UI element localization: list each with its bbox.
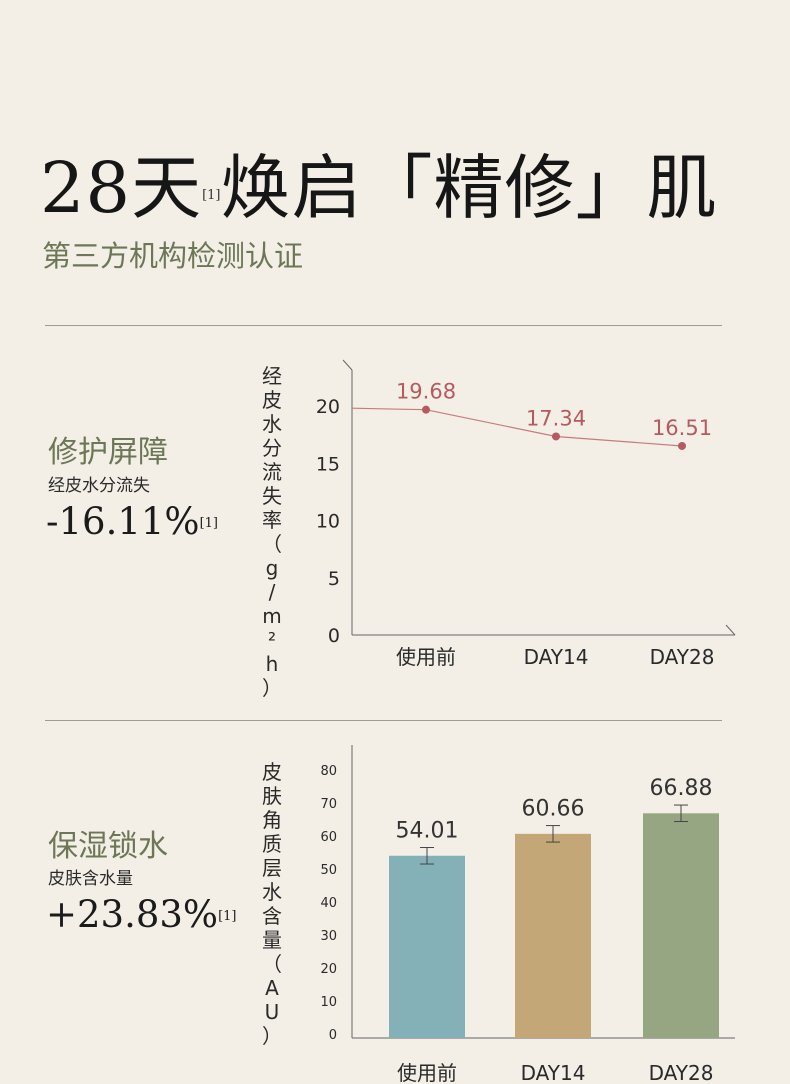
chart2-y-axis-label: 皮肤角质层水含量（A U） [259,760,285,1048]
chart2-error-bar [546,825,560,843]
chart1-data-point [552,432,560,441]
section1-value: -16.11%[1] [46,500,218,544]
axis-label-char: 肤 [262,784,282,808]
chart2-y-tick-label: 10 [320,995,337,1010]
section1-title: 修护屏障 [48,435,168,470]
title-part-1: 28天 [40,147,203,229]
axis-label-char: A [265,976,279,1000]
chart2-y-tick-label: 60 [320,830,337,845]
axis-label-char: ） [262,1024,282,1048]
axis-label-char: ² [267,628,277,652]
chart1-data-label: 17.34 [526,406,586,430]
page-subtitle: 第三方机构检测认证 [42,239,304,273]
chart1-y-tick-label: 20 [316,396,340,418]
title-footnote: [1] [202,188,221,203]
chart1-data-label: 16.51 [652,416,712,440]
axis-label-char: 水 [262,880,282,904]
axis-label-char: / [268,580,276,604]
axis-label-char: 皮 [262,388,282,412]
chart1-x-tick-label: DAY14 [524,645,589,669]
chart1-series-line [351,407,683,447]
axis-label-char: 失 [262,484,282,508]
chart1-y-axis-label: 经皮水分流失率（g / m ² h） [259,364,285,700]
title-part-2: 焕启「精修」肌 [220,147,718,229]
section1-value-number: -16.11% [46,500,200,543]
page-title: 28天[1]焕启「精修」肌 [40,146,718,230]
chart2-y-tick-label: 40 [320,896,337,911]
chart2-x-tick-label: 使用前 [397,1061,457,1084]
section2-value-number: +23.83% [46,893,219,936]
axis-label-char: 层 [262,856,282,880]
axis-label-char: 含 [262,904,282,928]
chart2-y-tick-label: 20 [320,962,337,977]
section2-value: +23.83%[1] [46,893,237,937]
chart2-error-bar [674,804,688,823]
divider-middle [45,720,722,721]
axis-label-char: g [265,556,279,580]
axis-label-char: 质 [262,832,282,856]
axis-label-char: 分 [262,436,282,460]
chart2-x-tick-label: DAY14 [521,1061,586,1084]
chart2-bar [515,833,591,1038]
divider-top [45,325,722,326]
chart1-data-point [422,405,430,414]
axis-label-char: 量 [262,928,282,952]
axis-label-char: 水 [262,412,282,436]
chart1-data-point [678,441,686,450]
chart1-y-tick-label: 0 [328,625,340,647]
chart1-x-axis-arrow [725,624,736,636]
chart1-x-tick-label: DAY28 [650,645,715,669]
axis-label-char: ） [262,676,282,700]
section1-metric: 经皮水分流失 [48,476,150,496]
chart1-y-axis-arrow [342,359,353,371]
axis-label-char: 角 [262,808,282,832]
axis-label-char: m [262,604,282,628]
axis-label-char: 率 [262,508,282,532]
chart1-y-tick-label: 10 [316,511,340,533]
chart2-y-tick-label: 80 [320,764,337,779]
chart2-y-tick-label: 30 [320,929,337,944]
chart1-y-tick-label: 15 [316,453,340,475]
chart2-data-label: 60.66 [522,797,585,822]
axis-label-char: 经 [262,364,282,388]
axis-label-char: 皮 [262,760,282,784]
axis-label-char: h [265,652,279,676]
chart1-y-tick-label: 5 [328,568,340,590]
axis-label-char: （ [262,532,282,556]
section2-value-footnote: [1] [218,909,237,924]
axis-label-char: 流 [262,460,282,484]
section1-value-footnote: [1] [199,516,219,531]
chart2-y-tick-label: 70 [320,797,337,812]
chart2-error-bar [420,847,434,865]
chart1-data-label: 19.68 [396,380,456,404]
section2-metric: 皮肤含水量 [48,869,133,889]
chart1-x-tick-label: 使用前 [396,645,456,669]
axis-label-char: U [264,1000,280,1024]
chart1-line-chart: 0 5 10 15 20 使用前 DAY14 DAY28 19.68 17.34 16.51 [316,359,736,669]
axis-label-char: （ [262,952,282,976]
chart2-x-tick-label: DAY28 [649,1061,714,1084]
section2-title: 保湿锁水 [48,829,168,864]
chart2-bar-chart: 0 10 20 30 40 50 60 70 80 54.01 60.66 66.88 使用前 DAY… [320,745,735,1084]
chart2-y-tick-label: 50 [320,863,337,878]
chart2-y-tick-label: 0 [329,1028,337,1043]
chart2-data-label: 54.01 [396,819,459,844]
chart2-bar [389,855,465,1038]
chart2-bar [643,813,719,1038]
chart2-data-label: 66.88 [650,776,713,801]
